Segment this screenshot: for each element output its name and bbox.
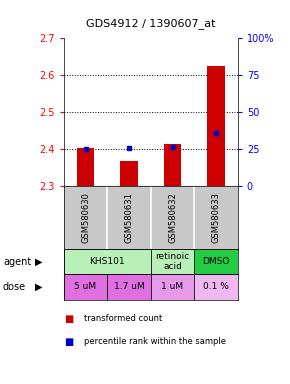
Text: retinoic
acid: retinoic acid xyxy=(155,252,190,271)
Bar xyxy=(151,249,194,274)
Text: DMSO: DMSO xyxy=(202,257,230,266)
Text: agent: agent xyxy=(3,257,31,266)
Bar xyxy=(194,249,238,274)
Bar xyxy=(151,274,194,300)
Bar xyxy=(64,249,151,274)
Text: dose: dose xyxy=(3,282,26,292)
Text: ■: ■ xyxy=(64,314,73,324)
Text: 0.1 %: 0.1 % xyxy=(203,282,229,291)
Text: KHS101: KHS101 xyxy=(90,257,125,266)
Text: transformed count: transformed count xyxy=(84,314,162,323)
Text: ■: ■ xyxy=(64,337,73,347)
Text: GDS4912 / 1390607_at: GDS4912 / 1390607_at xyxy=(86,18,215,29)
Text: 1.7 uM: 1.7 uM xyxy=(114,282,144,291)
Text: GSM580632: GSM580632 xyxy=(168,192,177,243)
Text: ▶: ▶ xyxy=(35,282,42,292)
Bar xyxy=(107,274,151,300)
Text: GSM580631: GSM580631 xyxy=(124,192,134,243)
Bar xyxy=(164,144,181,187)
Text: 1 uM: 1 uM xyxy=(162,282,184,291)
Bar xyxy=(207,66,225,187)
Text: ▶: ▶ xyxy=(35,257,42,266)
Bar xyxy=(77,147,94,187)
Text: percentile rank within the sample: percentile rank within the sample xyxy=(84,337,226,346)
Bar xyxy=(64,274,107,300)
Bar xyxy=(120,161,138,187)
Text: GSM580630: GSM580630 xyxy=(81,192,90,243)
Text: GSM580633: GSM580633 xyxy=(211,192,221,243)
Bar xyxy=(194,274,238,300)
Text: 5 uM: 5 uM xyxy=(75,282,97,291)
